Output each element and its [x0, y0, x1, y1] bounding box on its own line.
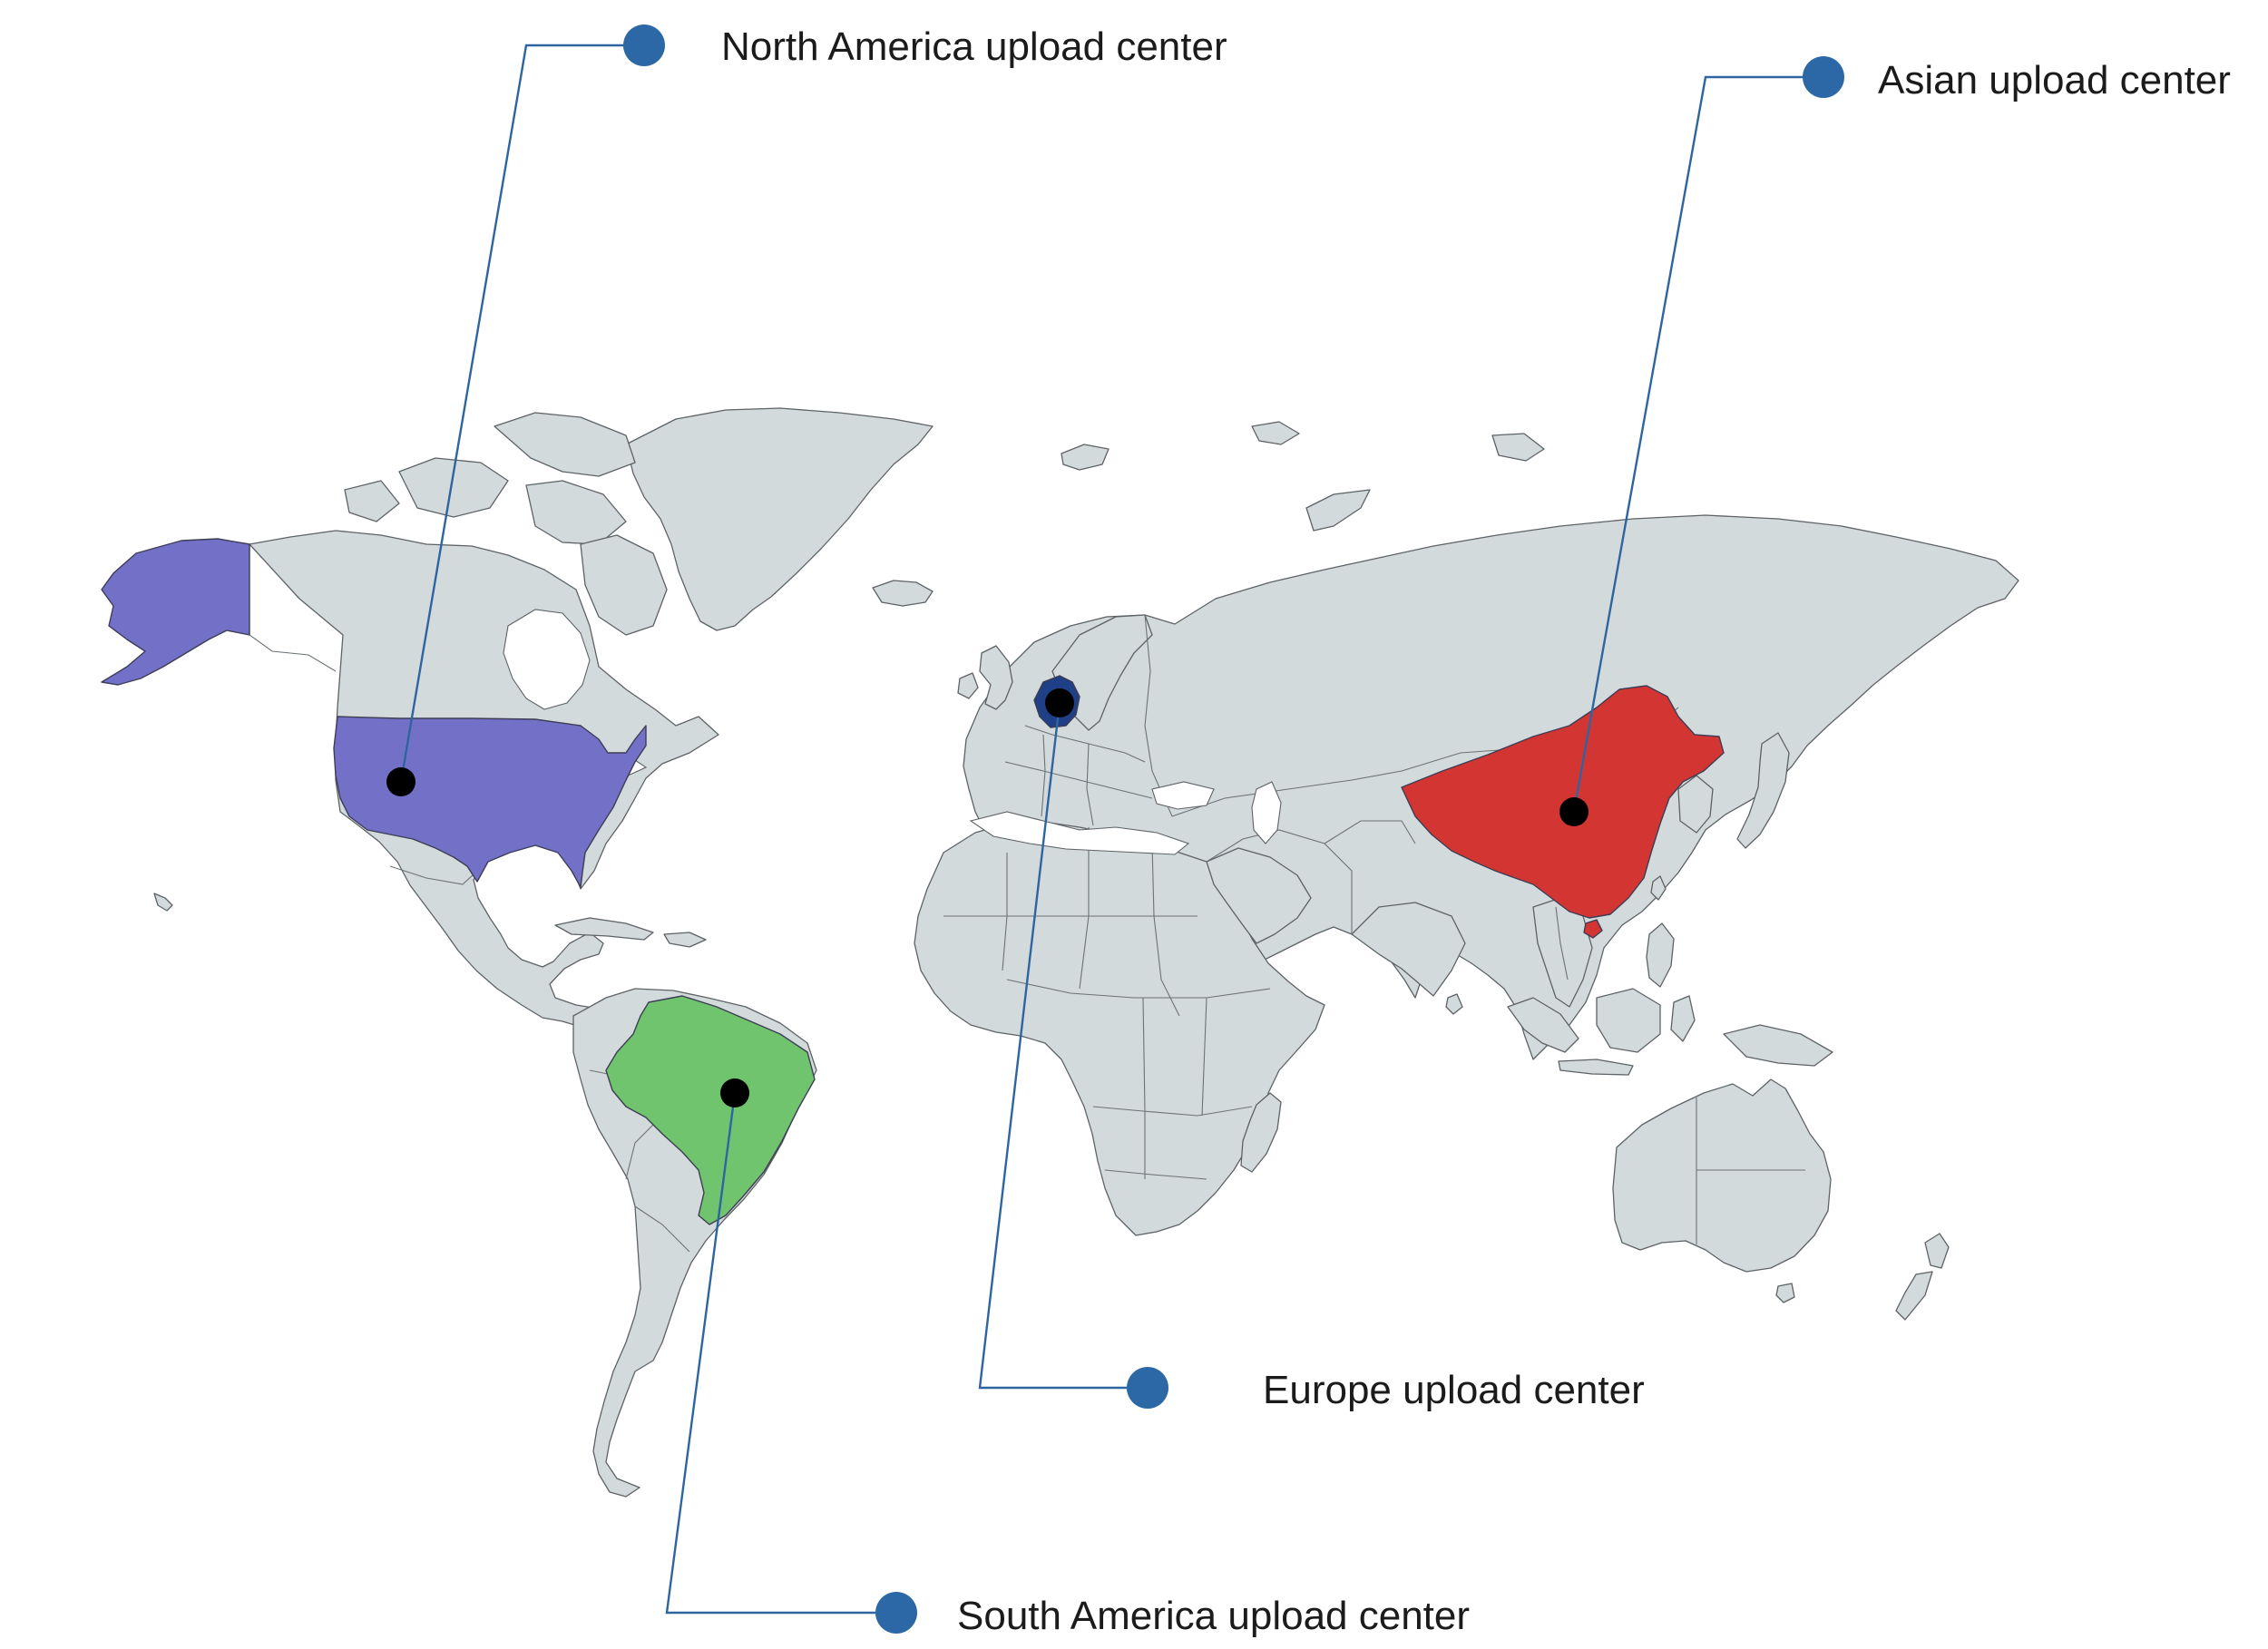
- leader-lines: [399, 44, 1823, 1615]
- usa-highlight: [333, 716, 647, 888]
- central-africa-border: [1006, 979, 1271, 999]
- asian-upload-center-label: Asian upload center: [1878, 58, 2231, 102]
- asian-location-dot: [1559, 797, 1589, 826]
- mediterranean-sea: [969, 811, 1190, 855]
- europe-leader-line: [978, 702, 1148, 1390]
- africa-vertical-1: [1142, 997, 1146, 1179]
- korean-peninsula: [1677, 775, 1714, 834]
- brazil-highlight: [605, 995, 816, 1225]
- ireland: [957, 672, 979, 699]
- upload-center-labels: North America upload center Asian upload…: [623, 24, 2231, 1638]
- south-america-location-dot: [720, 1078, 749, 1107]
- australia-landmass: [1612, 1078, 1832, 1273]
- novaya-zemlya: [1305, 489, 1371, 532]
- caspian-sea: [1251, 781, 1282, 844]
- franz-josef: [1251, 421, 1300, 445]
- south-america-upload-center-label: South America upload center: [957, 1594, 1470, 1638]
- sahara-border-3: [1079, 827, 1090, 990]
- africa-vertical-2: [1201, 997, 1207, 1117]
- arctic-islands-4: [344, 480, 400, 522]
- country-borders: [249, 544, 1805, 1253]
- greenland-landmass: [625, 407, 934, 631]
- sumatra: [1507, 997, 1579, 1053]
- africa-landmass: [914, 821, 1325, 1236]
- europe-border-4: [1086, 743, 1094, 826]
- highlighted-countries: [101, 538, 1725, 1225]
- location-dots: [386, 688, 1589, 1107]
- afghanistan-border: [1324, 820, 1416, 844]
- hispaniola: [663, 932, 707, 948]
- hainan-highlight: [1583, 919, 1603, 939]
- taiwan: [1650, 875, 1667, 901]
- europe-upload-center-label: Europe upload center: [1263, 1368, 1645, 1412]
- philippines: [1646, 922, 1675, 988]
- japan: [1736, 732, 1790, 849]
- north-america-leader-line: [399, 44, 644, 783]
- north-america-location-dot: [386, 767, 415, 796]
- china-highlight: [1401, 685, 1725, 919]
- arctic-islands-2: [398, 457, 509, 518]
- world-land: [153, 407, 2019, 1498]
- southern-africa-border-2: [1104, 1169, 1207, 1180]
- arabian-peninsula: [1206, 847, 1312, 944]
- borneo: [1596, 988, 1661, 1053]
- europe-location-dot: [1045, 688, 1074, 717]
- sulawesi: [1670, 995, 1696, 1042]
- sri-lanka: [1445, 993, 1463, 1015]
- severnaya-zemlya: [1491, 433, 1545, 462]
- alaska-highlight: [101, 538, 250, 686]
- black-sea: [1151, 781, 1215, 810]
- europe-border-2: [1004, 761, 1153, 799]
- europe-border-3: [1041, 734, 1046, 817]
- arctic-islands: [494, 412, 636, 477]
- iran-border: [1206, 829, 1353, 934]
- russia-west-border: [1144, 614, 1173, 817]
- asian-leader-line: [1572, 75, 1823, 813]
- great-britain: [979, 645, 1013, 710]
- new-zealand: [1924, 1233, 1950, 1269]
- hawaii: [153, 893, 173, 912]
- india-subcontinent: [1351, 902, 1466, 997]
- madagascar: [1240, 1092, 1282, 1173]
- new-guinea: [1723, 1024, 1833, 1067]
- asian-label-dot: [1803, 56, 1844, 98]
- sahara-border-2: [1002, 853, 1008, 971]
- hudson-bay: [503, 609, 591, 710]
- java: [1558, 1059, 1634, 1076]
- cuba: [554, 917, 654, 941]
- baffin-island: [580, 534, 668, 636]
- tasmania: [1775, 1283, 1795, 1303]
- south-america-leader-line: [665, 1092, 896, 1615]
- south-america-border-2: [634, 1205, 690, 1253]
- iceland-landmass: [872, 580, 934, 607]
- arctic-islands-3: [525, 480, 627, 545]
- indochina-border: [1555, 906, 1569, 981]
- north-america-label-dot: [623, 24, 665, 66]
- europe-label-dot: [1127, 1367, 1168, 1409]
- south-america-label-dot: [875, 1592, 917, 1634]
- southern-africa-border: [1092, 1106, 1253, 1117]
- north-america-upload-center-label: North America upload center: [721, 24, 1227, 69]
- new-zealand-south: [1895, 1271, 1933, 1321]
- svalbard: [1061, 444, 1110, 471]
